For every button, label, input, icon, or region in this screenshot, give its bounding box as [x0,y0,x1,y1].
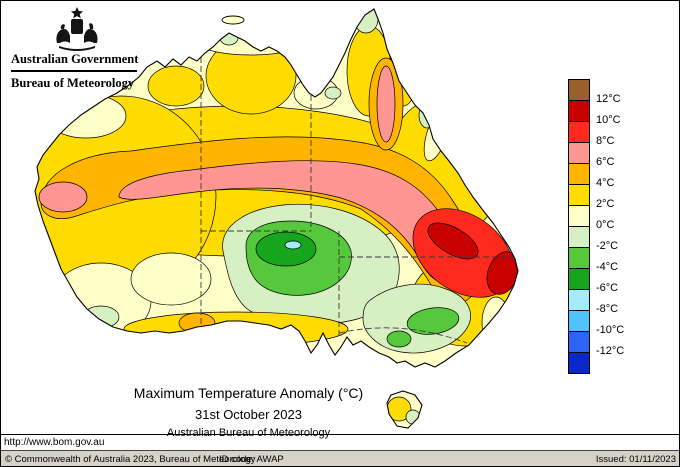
legend-swatch [568,247,590,269]
legend-label: -2°C [596,240,619,252]
legend-label: 4°C [596,177,615,189]
footer-id-code: ID code: AWAP [219,454,284,465]
source-url: http://www.bom.gov.au [4,437,105,448]
legend-label: 10°C [596,114,621,126]
region-brightgreen-core [255,231,317,267]
region-cream-wa-inland [130,252,212,306]
coastline-tasmania [386,390,423,429]
region-palegreen-southwest [82,305,120,329]
coat-of-arms-icon [56,7,98,51]
legend-label: -10°C [596,324,625,336]
region-cream-nsw-south-coast [481,296,511,350]
coastline-mainland [34,8,519,368]
legend-label: 2°C [596,198,615,210]
government-title: Australian Government [11,52,139,66]
legend-swatch [568,310,590,332]
legend-label: 8°C [596,135,615,147]
region-palegreen-gulf [324,86,342,100]
region-salmon-cape-york [376,65,396,143]
map-date: 31st October 2023 [195,407,302,422]
legend-swatches [568,79,590,374]
legend-label: 12°C [596,93,621,105]
region-cyan-spot [284,240,302,250]
legend-label: -6°C [596,282,619,294]
legend-swatch [568,100,590,122]
legend-swatch [568,121,590,143]
legend-swatch [568,79,590,101]
region-darkred-inland [427,222,479,260]
state-borders [200,57,517,344]
caption: Maximum Temperature Anomaly (°C) 31st Oc… [46,385,451,439]
region-orange-bight-spot [178,312,216,334]
legend-swatch [568,163,590,185]
legend-label: -4°C [596,261,619,273]
footer-bar: © Commonwealth of Australia 2023, Bureau… [1,450,679,466]
region-yellow-bight-coast [123,311,349,347]
footer-issued: Issued: 01/11/2023 [595,454,676,465]
legend-swatch [568,352,590,374]
region-green-vic-coast [386,330,412,348]
border-nsw-vic [338,327,468,344]
legend: 12°C 10°C 8°C 6°C 4°C 2°C 0°C -2°C -4°C -6°C -8°C -… [568,79,624,374]
legend-swatch [568,289,590,311]
header: Australian Government Bureau of Meteorol… [9,5,145,91]
legend-swatch [568,205,590,227]
region-salmon-west-coast [38,181,88,213]
legend-label: 0°C [596,219,615,231]
legend-swatch [568,142,590,164]
legend-label: -8°C [596,303,619,315]
region-palegreen-cairns [418,101,436,129]
region-green-victoria [406,307,460,335]
legend-swatch [568,331,590,353]
bottom-divider [1,434,679,435]
region-cream-top-end-coast [195,26,307,56]
region-yellow-kimberley [147,65,205,107]
legend-swatch [568,226,590,248]
legend-label: -12°C [596,345,625,357]
region-cream-northwest-coast [45,93,127,139]
legend-swatch [568,184,590,206]
header-divider [11,70,137,72]
footer-copyright: © Commonwealth of Australia 2023, Bureau… [5,454,256,465]
melville-island [221,15,245,25]
map-org: Australian Bureau of Meteorology [166,427,331,439]
legend-swatch [568,268,590,290]
map-title: Maximum Temperature Anomaly (°C) [133,385,364,401]
bureau-title: Bureau of Meteorology [11,76,135,90]
legend-label: 6°C [596,156,615,168]
